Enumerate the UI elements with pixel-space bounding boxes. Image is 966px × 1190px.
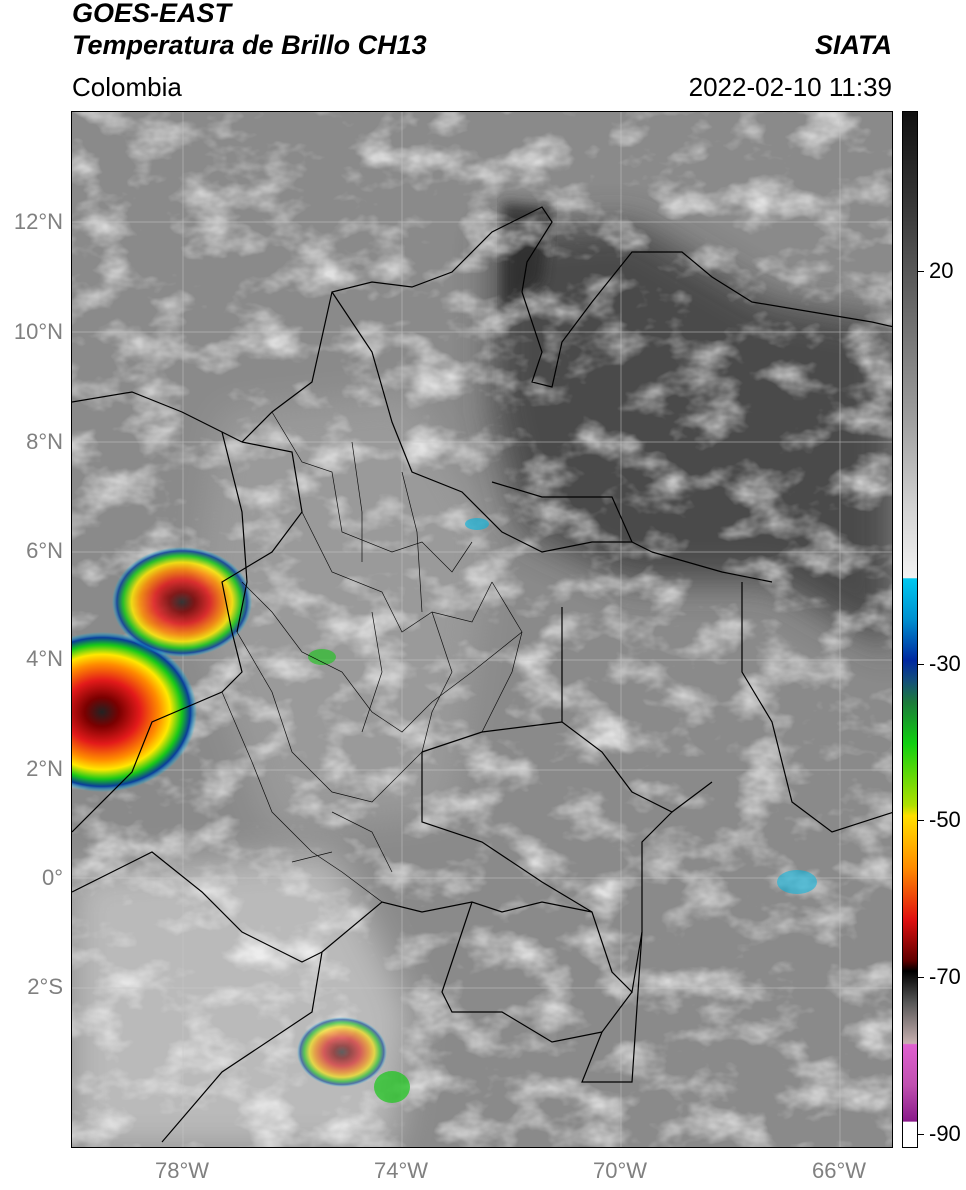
lat-label: 4°N [26,646,63,671]
colorbar-tick [918,1134,924,1135]
lon-label: 78°W [154,1158,210,1183]
colorbar-label: 20 [929,258,954,283]
timestamp: 2022-02-10 11:39 [688,72,892,102]
colorbar-label: -90 [929,1121,961,1146]
product-title: Temperatura de Brillo CH13 [72,30,427,60]
agency-label: SIATA [815,30,892,60]
lat-label: 6°N [26,538,63,563]
lat-label: 0° [41,865,63,890]
lon-label: 70°W [592,1158,648,1183]
colorbar-label: -30 [929,651,961,676]
lat-label: 8°N [26,429,63,454]
satellite-title: GOES-EAST [72,0,232,28]
colorbar-tick [918,820,924,821]
lat-label: 2°S [27,974,63,999]
colorbar-tick [918,977,924,978]
colorbar-tick [918,664,924,665]
lat-label: 12°N [13,209,63,234]
satellite-map[interactable] [71,111,893,1148]
colorbar-label: -70 [929,964,961,989]
colorbar [902,111,918,1148]
lon-label: 66°W [811,1158,867,1183]
lon-label: 74°W [373,1158,429,1183]
colorbar-tick [918,271,924,272]
colorbar-label: -50 [929,807,961,832]
region-label: Colombia [72,72,182,102]
lat-label: 10°N [13,319,63,344]
lat-label: 2°N [26,756,63,781]
